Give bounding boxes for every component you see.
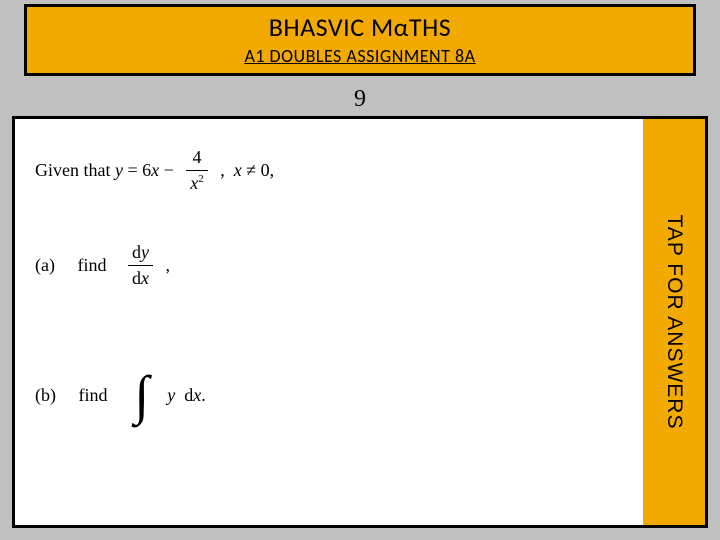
integral: ∫ y d x . [135, 379, 206, 411]
given-prefix: Given that [35, 160, 115, 181]
dydx-den-x: x [141, 268, 149, 288]
dydx-den: dx [128, 265, 153, 289]
dydx-num: dy [128, 242, 153, 265]
part-a-trail: , [161, 255, 170, 276]
dydx-num-d: d [132, 242, 141, 262]
int-d: d [184, 385, 193, 406]
frac-num: 4 [189, 147, 206, 170]
dydx-den-d: d [132, 268, 141, 288]
part-b-line: (b) find ∫ y d x . [35, 379, 623, 411]
content-box: Given that y = 6 x − 4 x2 , x ≠ 0, (a) f… [12, 116, 708, 528]
var-x1: x [151, 160, 159, 181]
page-subtitle: A1 DOUBLES ASSIGNMENT 8A [27, 45, 693, 67]
dydx-num-y: y [141, 242, 149, 262]
frac-den-exp: 2 [198, 173, 204, 185]
integral-symbol: ∫ [135, 379, 150, 411]
cond-rest: ≠ 0, [242, 160, 274, 181]
part-a-line: (a) find dy dx , [35, 242, 623, 289]
int-y: y [167, 385, 175, 406]
part-b-verb: find [56, 385, 117, 406]
header-box: BHASVIC MαTHS A1 DOUBLES ASSIGNMENT 8A [24, 4, 696, 76]
dy-dx: dy dx [128, 242, 153, 289]
frac-den: x2 [186, 170, 208, 194]
answers-tab[interactable]: TAP FOR ANSWERS [643, 119, 705, 525]
minus-text: − [159, 160, 178, 181]
fraction-4-over-x2: 4 x2 [186, 147, 208, 194]
cond-x: x [234, 160, 242, 181]
answers-tab-label: TAP FOR ANSWERS [662, 215, 686, 430]
int-space [175, 385, 184, 406]
part-b-label: (b) [35, 385, 56, 406]
int-trail: . [201, 385, 206, 406]
cond-pre: , [216, 160, 234, 181]
question-number: 9 [0, 86, 720, 113]
given-line: Given that y = 6 x − 4 x2 , x ≠ 0, [35, 147, 623, 194]
int-x: x [193, 385, 201, 406]
part-a-verb: find [55, 255, 120, 276]
question-area: Given that y = 6 x − 4 x2 , x ≠ 0, (a) f… [15, 119, 643, 525]
eq-text: = 6 [123, 160, 151, 181]
var-y: y [115, 160, 123, 181]
page-title: BHASVIC MαTHS [27, 11, 693, 43]
part-a-label: (a) [35, 255, 55, 276]
